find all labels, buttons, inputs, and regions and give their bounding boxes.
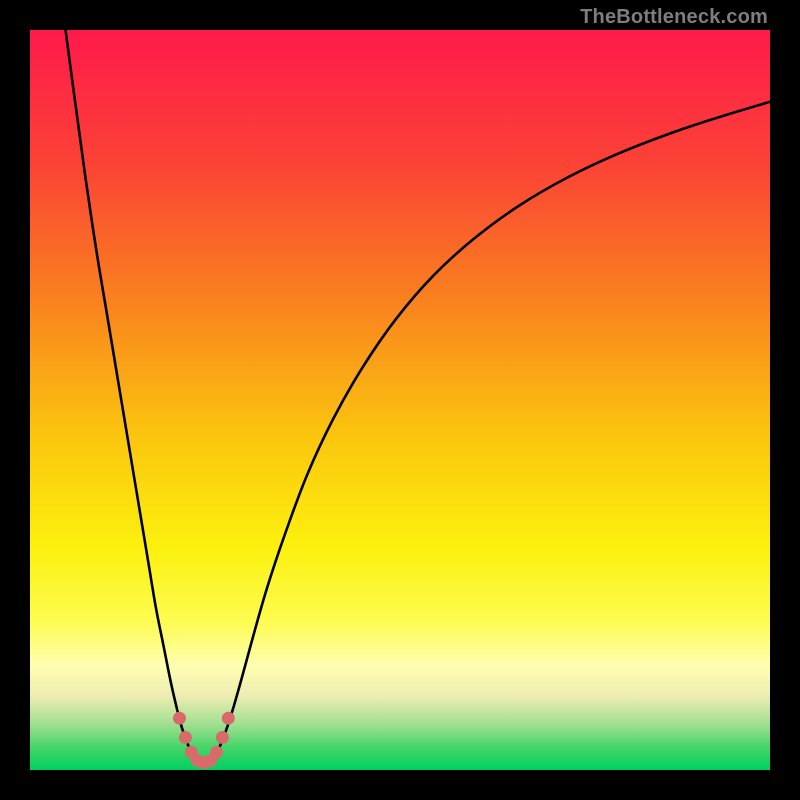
highlight-dot xyxy=(179,731,192,744)
right-curve xyxy=(204,102,770,763)
curve-layer xyxy=(30,30,770,770)
left-curve xyxy=(66,30,204,763)
highlight-arc xyxy=(173,712,235,769)
plot-area xyxy=(30,30,770,770)
highlight-dot xyxy=(173,712,186,725)
highlight-dot xyxy=(216,731,229,744)
watermark-label: TheBottleneck.com xyxy=(580,6,768,29)
highlight-dot xyxy=(222,712,235,725)
highlight-dot xyxy=(210,746,223,759)
